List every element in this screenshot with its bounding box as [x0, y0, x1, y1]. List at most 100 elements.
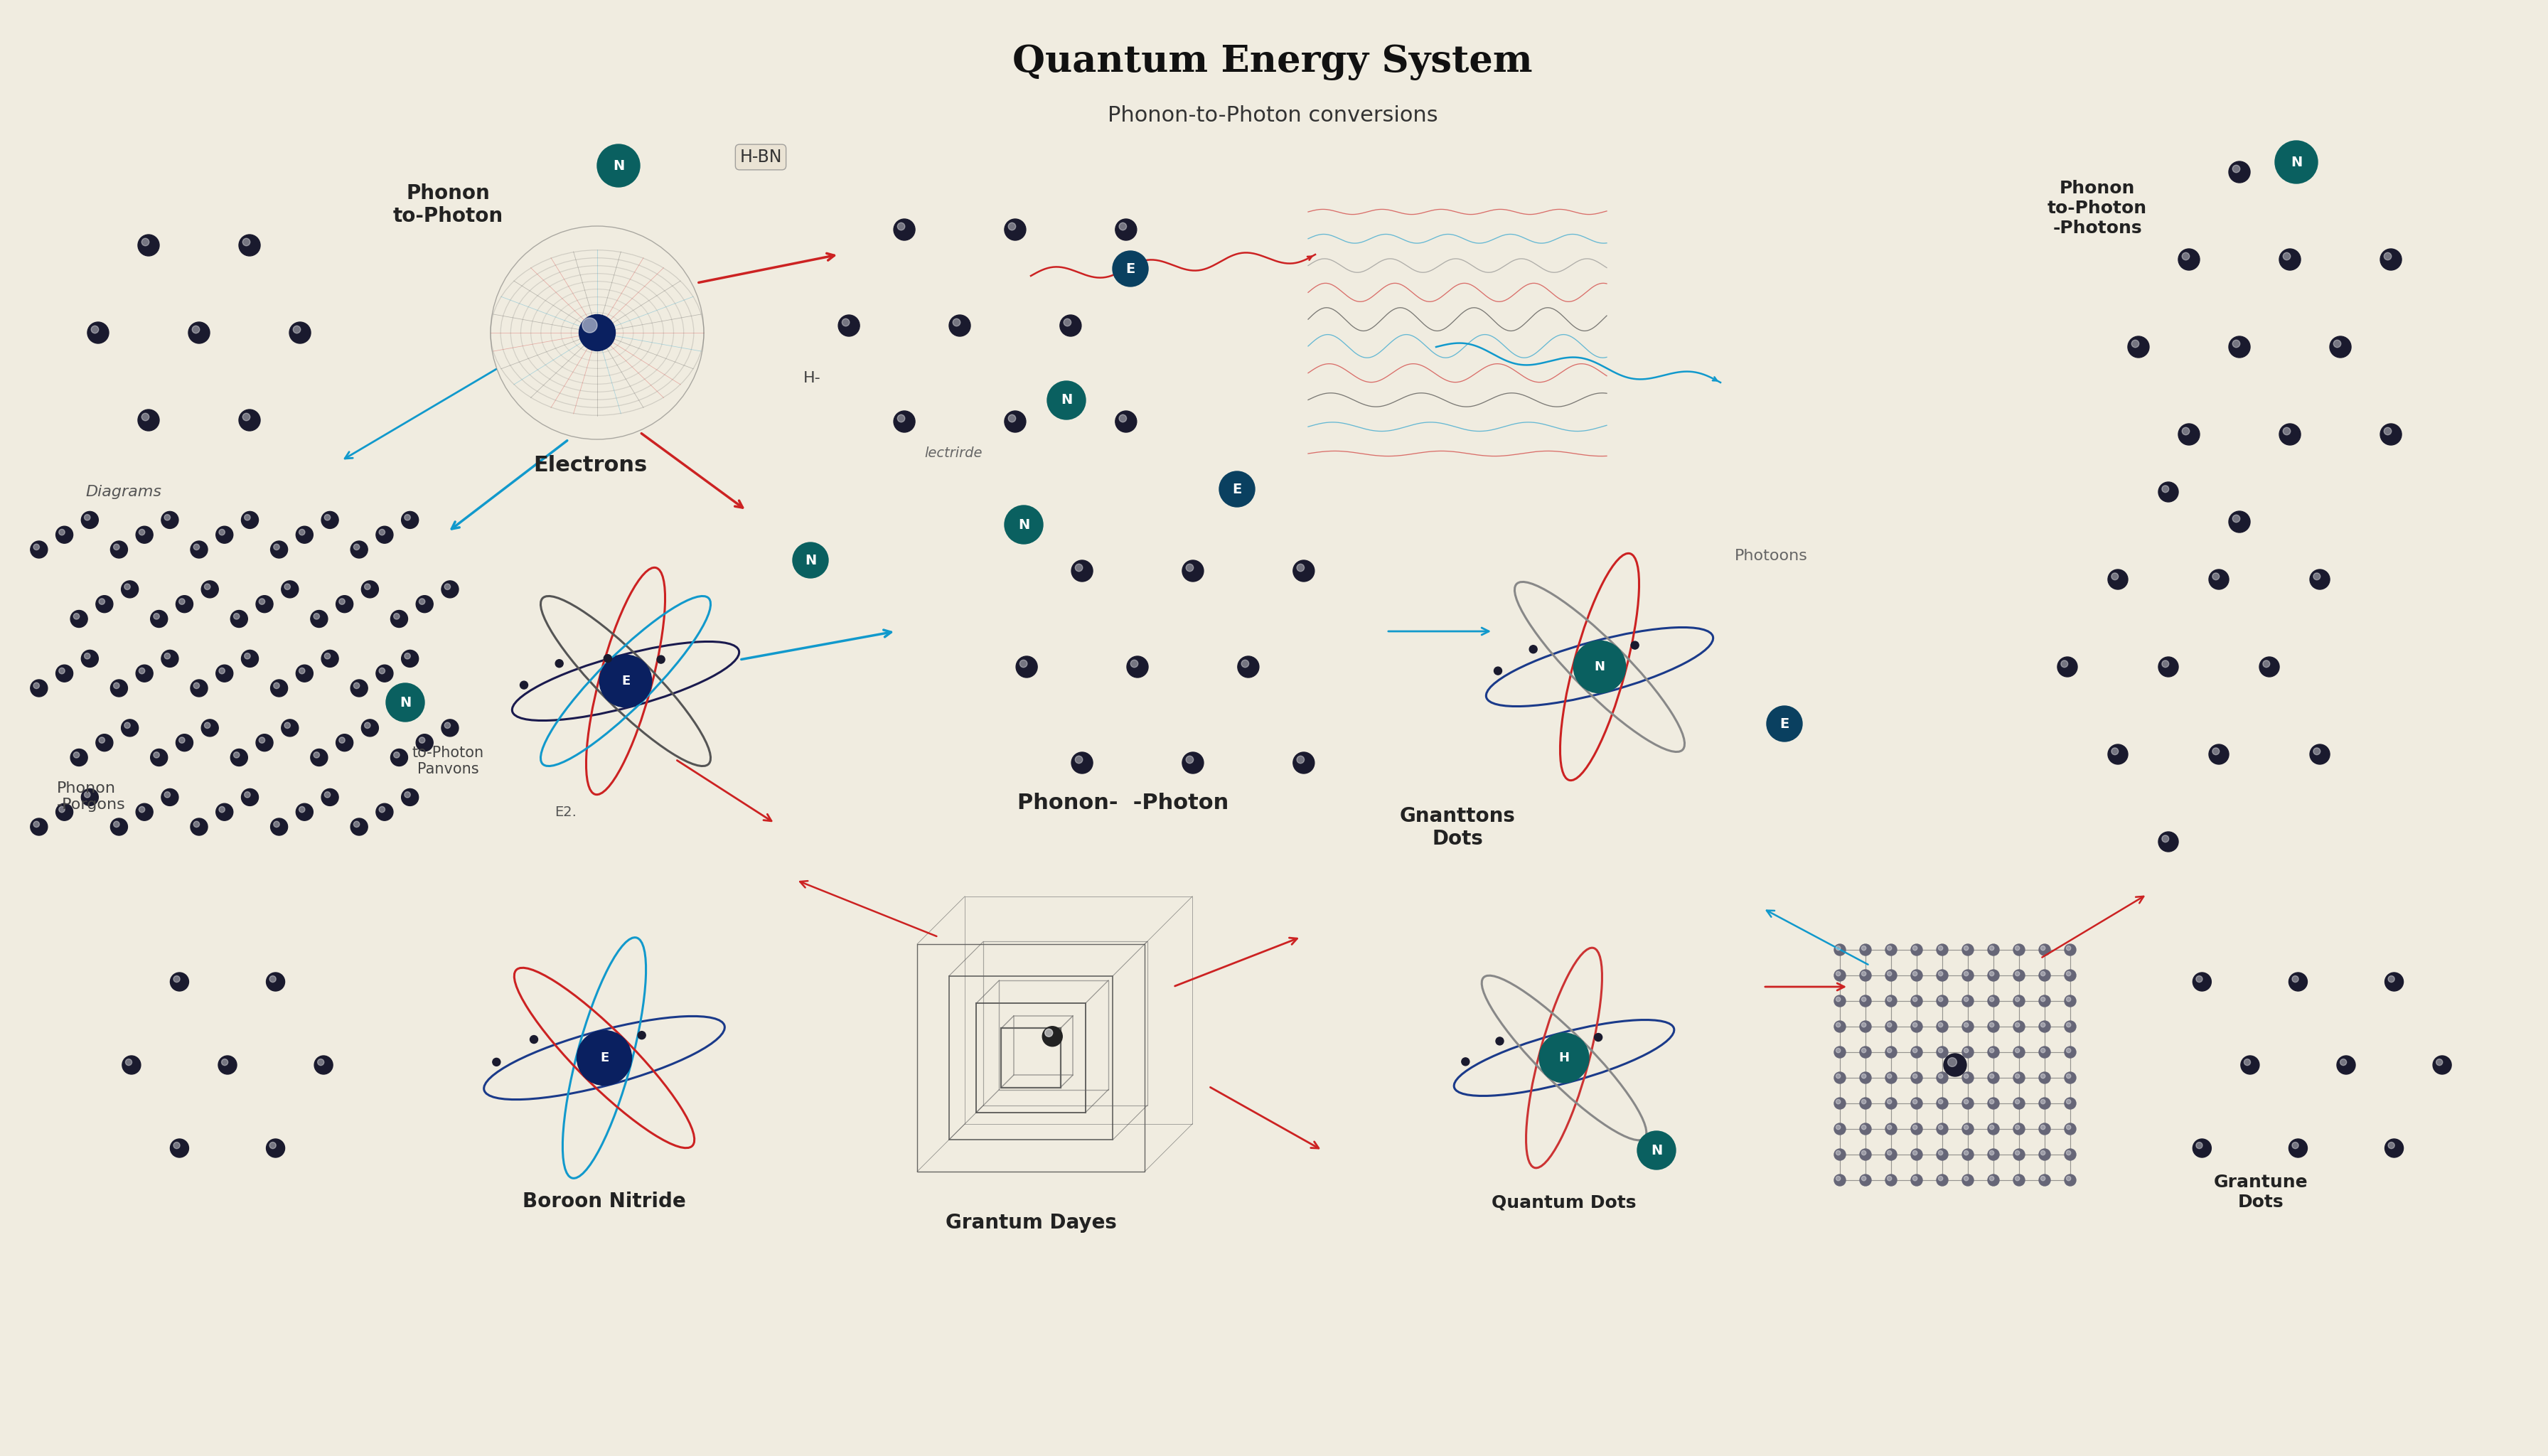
Circle shape — [229, 610, 247, 628]
Circle shape — [217, 804, 232, 821]
Circle shape — [143, 239, 150, 246]
Circle shape — [2038, 1098, 2051, 1109]
Circle shape — [176, 734, 194, 751]
Circle shape — [222, 1059, 227, 1066]
Circle shape — [1860, 1123, 1870, 1134]
Circle shape — [1863, 1125, 1865, 1130]
Circle shape — [2260, 657, 2280, 677]
Circle shape — [1004, 218, 1027, 240]
Circle shape — [1835, 970, 1845, 981]
Circle shape — [2015, 1048, 2021, 1053]
Circle shape — [2329, 336, 2352, 358]
Circle shape — [321, 511, 339, 529]
Circle shape — [191, 818, 206, 836]
Circle shape — [1863, 997, 1865, 1002]
Circle shape — [2209, 569, 2230, 590]
Text: to-Photon
Panvons: to-Photon Panvons — [413, 745, 484, 776]
Circle shape — [1835, 1072, 1845, 1083]
Circle shape — [2013, 1021, 2026, 1032]
Circle shape — [1860, 943, 1870, 955]
Circle shape — [2038, 1047, 2051, 1059]
Circle shape — [1962, 943, 1975, 955]
Circle shape — [2387, 976, 2395, 983]
Circle shape — [1297, 563, 1305, 571]
Circle shape — [217, 526, 232, 543]
Circle shape — [2212, 748, 2219, 754]
Circle shape — [110, 542, 127, 558]
Circle shape — [92, 326, 99, 333]
Circle shape — [2158, 482, 2179, 502]
Circle shape — [2179, 424, 2199, 446]
Circle shape — [1990, 997, 1995, 1002]
Circle shape — [1185, 756, 1192, 763]
Circle shape — [135, 804, 153, 821]
Circle shape — [31, 542, 48, 558]
Circle shape — [1911, 996, 1921, 1006]
Circle shape — [1990, 971, 1995, 976]
Circle shape — [352, 542, 367, 558]
Circle shape — [1045, 1029, 1052, 1037]
Circle shape — [74, 751, 79, 759]
Circle shape — [138, 409, 158, 431]
Circle shape — [2209, 744, 2230, 764]
Text: E: E — [1779, 716, 1789, 731]
Circle shape — [204, 584, 211, 590]
Circle shape — [2293, 1142, 2298, 1149]
Circle shape — [2041, 1022, 2046, 1026]
Circle shape — [71, 748, 87, 766]
Circle shape — [1886, 1149, 1896, 1160]
Circle shape — [1063, 319, 1070, 326]
Circle shape — [255, 734, 273, 751]
Circle shape — [2066, 1099, 2072, 1104]
Circle shape — [268, 1139, 285, 1158]
Circle shape — [97, 596, 112, 613]
Circle shape — [1944, 1054, 1967, 1076]
Circle shape — [1837, 1099, 1840, 1104]
Circle shape — [1119, 415, 1126, 422]
Circle shape — [280, 581, 298, 598]
Circle shape — [897, 415, 905, 422]
Circle shape — [1911, 1072, 1921, 1083]
Circle shape — [2112, 574, 2117, 579]
Circle shape — [1060, 314, 1080, 336]
Circle shape — [390, 748, 408, 766]
Text: Boroon Nitride: Boroon Nitride — [522, 1191, 685, 1211]
Text: Phonon
to-Photon
-Photons: Phonon to-Photon -Photons — [2049, 181, 2148, 237]
Circle shape — [2380, 249, 2403, 271]
Circle shape — [1292, 561, 1315, 581]
Circle shape — [1936, 1021, 1949, 1032]
Circle shape — [2038, 1021, 2051, 1032]
Circle shape — [2311, 744, 2329, 764]
Circle shape — [2066, 1176, 2072, 1181]
Circle shape — [2179, 249, 2199, 271]
Circle shape — [1888, 1150, 1891, 1155]
Circle shape — [1297, 756, 1305, 763]
Circle shape — [1965, 1099, 1970, 1104]
Circle shape — [380, 668, 385, 674]
Circle shape — [1886, 1047, 1896, 1059]
Circle shape — [441, 581, 459, 598]
Circle shape — [1075, 756, 1083, 763]
Circle shape — [324, 654, 331, 660]
Circle shape — [1911, 970, 1921, 981]
Circle shape — [1070, 561, 1093, 581]
Circle shape — [1987, 1123, 2000, 1134]
Circle shape — [1047, 381, 1085, 419]
Circle shape — [74, 613, 79, 619]
Circle shape — [82, 511, 99, 529]
Circle shape — [296, 804, 313, 821]
Circle shape — [242, 239, 250, 246]
Circle shape — [1182, 561, 1203, 581]
Circle shape — [290, 322, 311, 344]
Text: N: N — [612, 159, 624, 172]
Circle shape — [1939, 1150, 1942, 1155]
Circle shape — [2133, 341, 2138, 348]
Circle shape — [1965, 1048, 1970, 1053]
Circle shape — [1888, 946, 1891, 951]
Circle shape — [1835, 1175, 1845, 1185]
Circle shape — [1911, 1123, 1921, 1134]
Circle shape — [1631, 641, 1638, 649]
Circle shape — [2013, 1123, 2026, 1134]
Circle shape — [204, 722, 211, 728]
Circle shape — [380, 529, 385, 536]
